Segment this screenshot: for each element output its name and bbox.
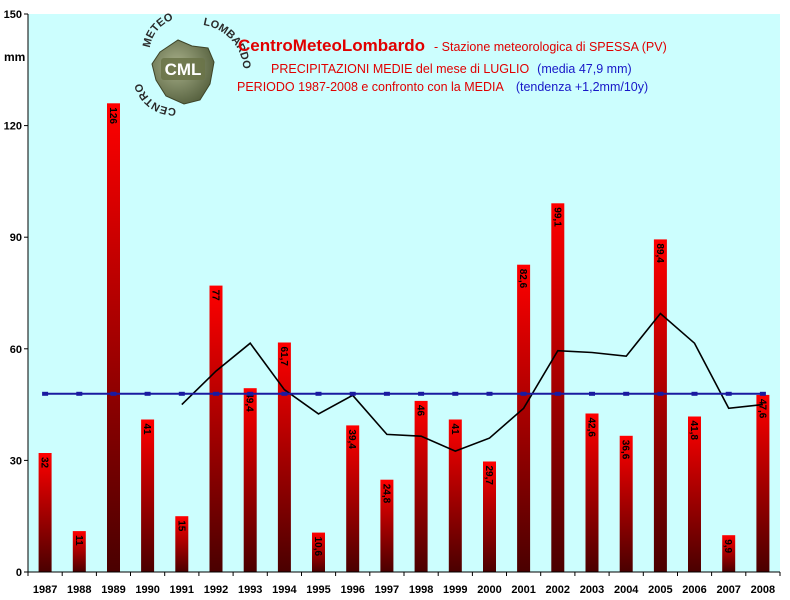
logo-badge bbox=[161, 58, 205, 80]
x-tick-label-2003: 2003 bbox=[580, 584, 604, 596]
x-tick-label-1987: 1987 bbox=[33, 584, 57, 596]
bar-1988 bbox=[72, 531, 86, 572]
x-tick-labels: 1987 1988 1989 1990 1991 1992 1993 1994 1995 1996… bbox=[33, 584, 775, 596]
bar-1994 bbox=[277, 342, 291, 572]
data-label-1992: 77 bbox=[210, 290, 221, 302]
y-tick-label-30: 30 bbox=[10, 455, 22, 467]
bar-2006 bbox=[688, 416, 701, 572]
data-label-1988: 11 bbox=[73, 535, 84, 546]
data-label-2008: 47,6 bbox=[756, 399, 767, 419]
bars-group bbox=[38, 103, 770, 573]
bar-2004 bbox=[619, 435, 633, 572]
x-tick-label-2007: 2007 bbox=[716, 584, 740, 596]
x-tick-label-2005: 2005 bbox=[648, 584, 672, 596]
x-tick-label-2008: 2008 bbox=[751, 584, 775, 596]
moving-average-line bbox=[181, 312, 763, 452]
y-tick-label-0: 0 bbox=[16, 567, 22, 579]
data-label-1997: 24,8 bbox=[380, 484, 391, 504]
x-tick-label-2006: 2006 bbox=[682, 584, 706, 596]
x-tick-label-2000: 2000 bbox=[477, 584, 501, 596]
bar-2007 bbox=[722, 535, 736, 572]
data-label-2004: 36,6 bbox=[620, 440, 631, 460]
data-label-1999: 41 bbox=[449, 424, 460, 436]
x-tick-label-1999: 1999 bbox=[443, 584, 467, 596]
subtitle-2-text: PERIODO 1987-2008 e confronto con la MED… bbox=[237, 80, 504, 94]
data-label-2003: 42,6 bbox=[586, 418, 597, 438]
data-label-2006: 41,8 bbox=[688, 421, 699, 441]
data-label-1987: 32 bbox=[39, 457, 50, 469]
bar-1992 bbox=[209, 285, 223, 572]
data-label-1994: 61,7 bbox=[278, 347, 289, 367]
bar-1995 bbox=[312, 532, 325, 572]
subtitle-1-mean: (media 47,9 mm) bbox=[537, 62, 631, 76]
title-station: - Stazione meteorologica di SPESSA (PV) bbox=[434, 40, 667, 54]
data-label-2002: 99,1 bbox=[551, 207, 562, 227]
chart-title: CentroMeteoLombardo - Stazione meteorolo… bbox=[238, 36, 667, 55]
x-tick-label-1992: 1992 bbox=[204, 584, 228, 596]
logo-badge-text: CML bbox=[165, 60, 202, 79]
bar-1989 bbox=[107, 103, 120, 573]
subtitle-1-text: PRECIPITAZIONI MEDIE del mese di LUGLIO bbox=[271, 62, 529, 76]
x-tick-label-1990: 1990 bbox=[135, 584, 159, 596]
data-label-1990: 41 bbox=[141, 424, 152, 436]
data-label-1993: 49,4 bbox=[244, 392, 255, 412]
x-tick-label-2004: 2004 bbox=[614, 584, 639, 596]
x-tick-label-1998: 1998 bbox=[409, 584, 433, 596]
data-label-1991: 15 bbox=[175, 520, 186, 532]
x-tick-label-1989: 1989 bbox=[101, 584, 125, 596]
x-tick-label-1988: 1988 bbox=[67, 584, 91, 596]
chart-subtitle-1: PRECIPITAZIONI MEDIE del mese di LUGLIO … bbox=[271, 60, 632, 77]
x-tick-label-1994: 1994 bbox=[272, 584, 297, 596]
bar-1990 bbox=[141, 419, 155, 572]
x-tick-label-1996: 1996 bbox=[340, 584, 364, 596]
data-label-1989: 126 bbox=[107, 107, 118, 124]
y-tick-label-60: 60 bbox=[10, 344, 22, 356]
data-label-1996: 39,4 bbox=[346, 429, 357, 449]
x-tick-label-1995: 1995 bbox=[306, 584, 330, 596]
bar-2002 bbox=[551, 203, 565, 573]
data-label-1995: 10,6 bbox=[312, 537, 323, 557]
bar-1998 bbox=[414, 400, 428, 572]
bar-1993 bbox=[243, 388, 257, 572]
y-tick-label-90: 90 bbox=[10, 232, 22, 244]
bar-1997 bbox=[380, 479, 394, 572]
y-axis-unit: mm bbox=[4, 50, 25, 64]
data-label-2001: 82,6 bbox=[517, 269, 528, 289]
chart-subtitle-2: PERIODO 1987-2008 e confronto con la MED… bbox=[237, 78, 648, 95]
y-tick-label-120: 120 bbox=[4, 121, 22, 133]
data-label-2005: 89,4 bbox=[654, 243, 665, 263]
data-label-2000: 29,7 bbox=[483, 466, 494, 486]
bar-1999 bbox=[448, 419, 462, 572]
x-tick-label-1997: 1997 bbox=[375, 584, 399, 596]
x-tick-label-2002: 2002 bbox=[546, 584, 570, 596]
bar-2003 bbox=[585, 413, 599, 572]
bar-1991 bbox=[175, 516, 189, 572]
bar-1987 bbox=[38, 453, 52, 572]
title-brand: CentroMeteoLombardo bbox=[238, 36, 425, 55]
bar-2005 bbox=[653, 239, 667, 572]
y-tick-labels: 0 30 60 90 120 150 bbox=[4, 9, 22, 579]
bar-2008 bbox=[756, 394, 770, 572]
x-tick-label-1991: 1991 bbox=[170, 584, 194, 596]
data-label-2007: 9,9 bbox=[722, 539, 733, 553]
subtitle-2-trend: (tendenza +1,2mm/10y) bbox=[516, 80, 648, 94]
y-tick-label-150: 150 bbox=[4, 9, 22, 21]
data-label-1998: 46 bbox=[415, 405, 426, 417]
bar-2001 bbox=[517, 264, 531, 572]
bar-2000 bbox=[483, 461, 496, 572]
lines-group bbox=[42, 312, 766, 452]
data-labels-group: 32 11 126 41 15 77 49,4 61,7 10,6 39,4 24,8 46 41 29,… bbox=[39, 107, 768, 556]
x-tick-label-2001: 2001 bbox=[511, 584, 535, 596]
bar-1996 bbox=[346, 425, 360, 572]
x-tick-label-1993: 1993 bbox=[238, 584, 262, 596]
axes-group bbox=[24, 13, 781, 576]
